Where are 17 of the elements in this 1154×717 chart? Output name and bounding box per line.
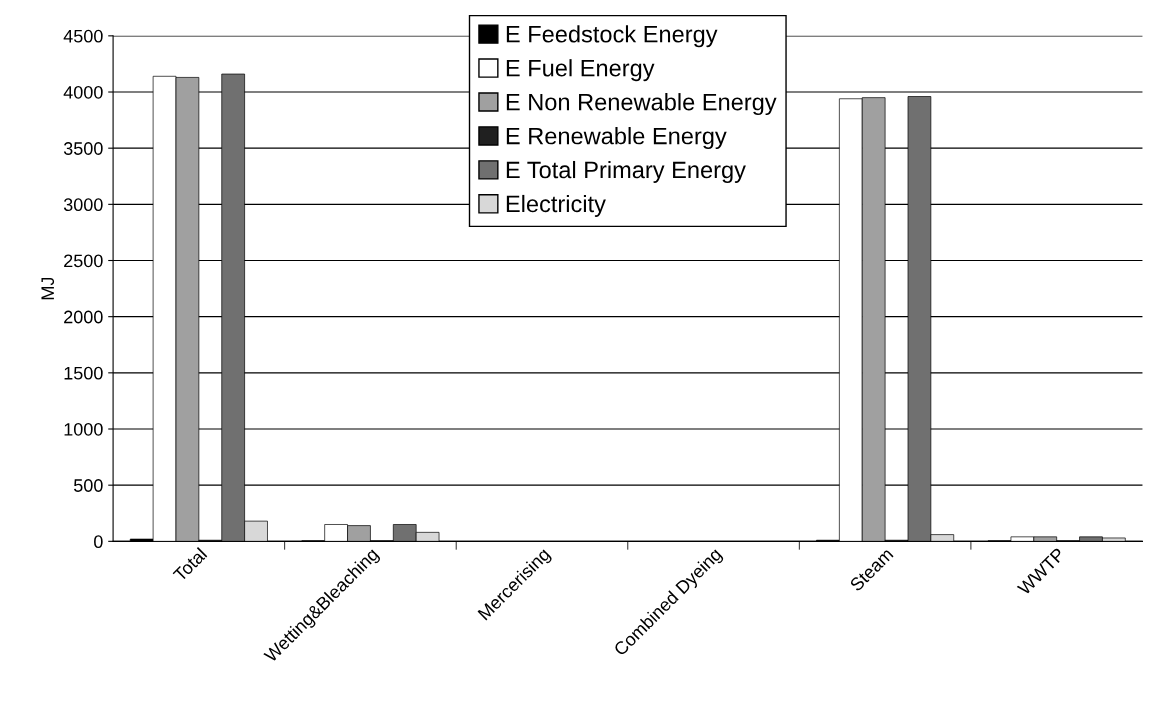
legend-label: E Non Renewable Energy — [506, 93, 777, 116]
legend-label: E Fuel Energy — [506, 59, 655, 82]
legend-label: E Renewable Energy — [506, 127, 727, 150]
y-axis-title: MJ — [41, 277, 55, 300]
legend-label: E Total Primary Energy — [506, 160, 746, 183]
y-tick-label: 1500 — [64, 366, 103, 380]
y-tick-label: 1000 — [64, 422, 103, 436]
y-tick-label: 4500 — [63, 29, 103, 43]
y-tick-label: 3500 — [63, 142, 103, 155]
y-tick-label: 4000 — [63, 85, 103, 99]
y-tick-label: 2500 — [64, 254, 103, 268]
y-tick-label: 3000 — [63, 198, 103, 212]
y-tick-label: 2000 — [64, 310, 103, 324]
y-tick-label: 500 — [73, 479, 103, 492]
legend-label: E Feedstock Energy — [506, 25, 718, 48]
legend-label: Electricity — [506, 194, 606, 217]
y-tick-label: 0 — [94, 535, 103, 549]
